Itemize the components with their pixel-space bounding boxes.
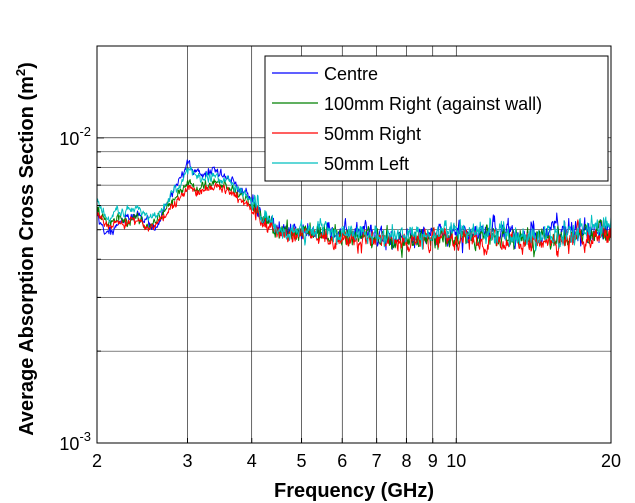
y-tick-label: 10-3 — [59, 429, 91, 454]
plot-frame — [96, 45, 612, 444]
legend-box — [264, 55, 609, 182]
x-tick-label: 4 — [247, 451, 257, 471]
y-tick-label: 10-2 — [59, 124, 91, 149]
y-axis-label-sup: 2 — [13, 69, 28, 76]
y-tick-base: 10 — [59, 434, 79, 454]
legend: Centre 100mm Right (against wall) 50mm Rig… — [264, 55, 609, 182]
legend-label-1: 100mm Right (against wall) — [324, 94, 542, 114]
y-tick-base: 10 — [59, 129, 79, 149]
x-tick-label: 6 — [337, 451, 347, 471]
legend-label-3: 50mm Left — [324, 154, 409, 174]
legend-items: Centre 100mm Right (against wall) 50mm Rig… — [272, 64, 542, 174]
legend-label-0: Centre — [324, 64, 378, 84]
x-tick-label: 8 — [401, 451, 411, 471]
y-axis-label-end: ) — [16, 62, 38, 69]
y-axis-label: Average Absorption Cross Section (m2) — [13, 62, 38, 436]
x-tick-label: 10 — [446, 451, 466, 471]
series-line-3 — [96, 166, 612, 252]
x-tick-label: 7 — [372, 451, 382, 471]
y-axis-label-main: Average Absorption Cross Section (m — [16, 76, 38, 436]
y-tick-exponent: -3 — [79, 429, 91, 444]
series-line-2 — [96, 182, 612, 258]
legend-label-2: 50mm Right — [324, 124, 421, 144]
x-tick-label: 3 — [183, 451, 193, 471]
series-layer — [96, 159, 612, 258]
y-tick-exponent: -2 — [79, 124, 91, 139]
x-axis-label: Frequency (GHz) — [274, 480, 434, 502]
x-tick-label: 2 — [92, 451, 102, 471]
x-tick-label: 5 — [297, 451, 307, 471]
x-tick-label: 9 — [428, 451, 438, 471]
x-tick-label: 20 — [601, 451, 621, 471]
